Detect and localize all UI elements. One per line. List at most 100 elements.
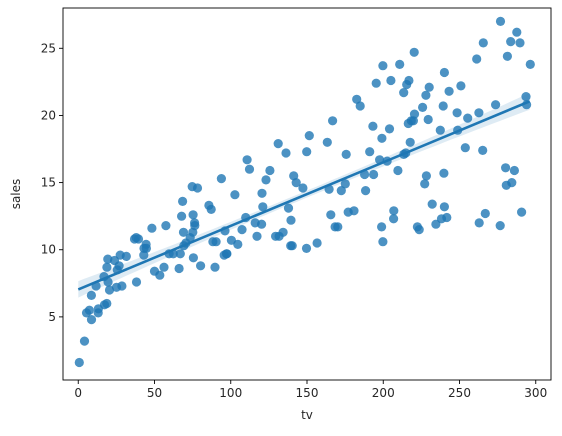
data-point [384,124,395,134]
data-point [393,165,403,176]
data-point [121,251,131,261]
data-point [131,277,142,287]
data-point [491,100,501,110]
y-axis-ticks: 5 10 15 20 25 [41,41,63,324]
data-point [147,223,157,233]
x-tick-label: 50 [147,386,162,400]
data-point [515,38,525,48]
data-point [361,186,371,196]
data-point [261,175,271,185]
data-point [439,67,449,78]
data-point [452,108,462,118]
data-point [420,179,430,189]
x-tick-label: 200 [372,386,395,400]
data-point [474,218,484,228]
data-point [257,219,267,229]
data-point [371,78,381,88]
y-axis-label: sales [9,179,23,210]
y-tick-label: 5 [48,310,56,324]
data-point [509,165,519,176]
data-point [178,196,188,206]
data-point [521,92,531,102]
data-point [478,145,488,155]
data-point [478,38,488,48]
data-point [114,261,124,271]
data-point [333,222,343,232]
data-point [244,164,255,174]
data-point [435,125,445,135]
x-axis-ticks: 0 50 100 150 200 250 300 [74,380,547,400]
data-point [304,131,314,141]
data-point [506,37,516,47]
data-point [424,82,434,92]
data-point [409,47,419,57]
data-point [188,253,198,263]
data-point [102,262,112,272]
data-point [423,114,433,125]
data-point [399,88,409,98]
data-point [525,59,535,69]
data-point [242,155,252,165]
data-point [174,263,184,274]
data-point [369,169,379,180]
data-point [237,225,247,235]
data-point [336,186,346,196]
data-point [328,116,338,126]
data-point [211,237,221,247]
data-point [79,336,90,346]
y-tick-label: 25 [41,41,56,55]
data-point [159,262,169,272]
data-point [117,281,127,291]
data-point [230,190,240,200]
data-point [301,243,312,253]
data-point [439,202,449,212]
data-point [298,183,308,193]
data-point [340,179,350,189]
data-point [74,357,84,368]
data-point [257,188,267,198]
x-tick-label: 300 [524,386,547,400]
data-point [233,239,243,249]
data-point [281,148,291,158]
data-point [438,101,448,111]
data-point [409,109,420,119]
data-point [283,203,294,213]
data-point [418,102,428,112]
data-point [104,285,115,295]
data-point [421,171,431,181]
data-point [389,214,399,224]
data-point [456,81,466,91]
data-point [302,147,312,157]
data-point [161,221,171,231]
x-tick-label: 100 [219,386,242,400]
data-point [442,212,452,223]
data-point [287,241,297,251]
data-point [427,199,437,209]
data-point [291,178,301,188]
data-point [439,168,449,178]
data-point [378,237,388,247]
data-point [463,113,473,123]
data-point [512,27,522,37]
data-point [192,183,203,193]
data-point [322,137,332,147]
data-point [196,261,206,271]
x-tick-label: 250 [448,386,471,400]
data-point [389,206,399,216]
data-point [444,86,454,96]
data-point [206,204,216,214]
data-point [355,101,365,111]
data-point [86,290,96,300]
points-layer [74,16,535,368]
data-point [133,234,144,244]
data-point [495,221,505,231]
x-axis-label: tv [301,408,313,422]
data-point [368,121,378,131]
data-point [480,208,490,219]
data-point [265,165,275,176]
data-point [103,277,113,287]
data-point [84,305,94,315]
data-point [312,238,322,248]
